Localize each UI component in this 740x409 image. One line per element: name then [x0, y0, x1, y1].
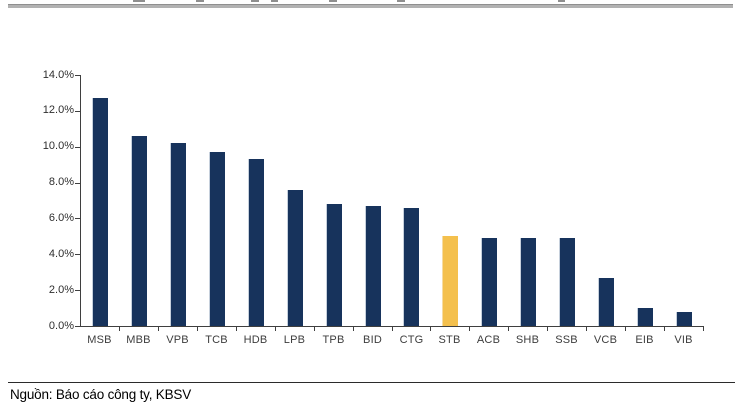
y-axis-tick — [75, 290, 81, 292]
y-axis-line — [80, 75, 81, 326]
x-axis-label-SHB: SHB — [515, 334, 540, 346]
y-axis-tick — [75, 182, 81, 184]
text-fragment — [133, 0, 145, 2]
x-axis-tick — [314, 327, 315, 331]
text-fragment — [329, 0, 337, 2]
x-axis-tick — [547, 327, 548, 331]
x-axis-tick — [664, 327, 665, 331]
footer-divider-rule — [8, 382, 735, 383]
bar-ACB — [481, 238, 497, 326]
top-divider-rule — [8, 4, 733, 8]
x-axis-label-MSB: MSB — [87, 334, 112, 346]
x-axis-tick — [430, 327, 431, 331]
bar-SSB — [559, 238, 575, 326]
bar-VIB — [676, 312, 692, 326]
y-axis-tick — [75, 218, 81, 220]
bar-VCB — [598, 278, 614, 326]
x-axis-tick — [392, 327, 393, 331]
x-axis-label-MBB: MBB — [126, 334, 151, 346]
bar-TCB — [209, 152, 225, 326]
text-fragment — [558, 0, 565, 2]
y-axis-tick-label: 6.0% — [48, 211, 74, 224]
x-axis-label-VIB: VIB — [674, 334, 693, 346]
bar-MSB — [92, 98, 108, 326]
y-axis-tick-label: 14.0% — [42, 68, 74, 81]
x-axis-label-VPB: VPB — [166, 334, 189, 346]
x-axis-tick — [586, 327, 587, 331]
bar-CTG — [403, 208, 419, 326]
x-axis-tick — [119, 327, 120, 331]
y-axis-tick — [75, 326, 81, 327]
y-axis-tick — [75, 75, 81, 76]
y-axis-tick-label: 8.0% — [48, 176, 74, 189]
bar-STB — [442, 236, 458, 326]
x-axis-tick — [469, 327, 470, 331]
x-axis-tick — [353, 327, 354, 331]
x-axis-tick — [703, 327, 704, 331]
x-axis-label-HDB: HDB — [243, 334, 268, 346]
bar-TPB — [326, 204, 342, 326]
bar-EIB — [637, 308, 653, 326]
x-axis-tick — [197, 327, 198, 331]
x-axis-line — [80, 326, 704, 327]
x-axis-label-VCB: VCB — [593, 334, 618, 346]
x-axis-label-TPB: TPB — [322, 334, 345, 346]
y-axis-tick — [75, 146, 81, 148]
y-axis-tick — [75, 254, 81, 256]
y-axis-tick-label: 0.0% — [48, 319, 74, 332]
x-axis-label-ACB: ACB — [476, 334, 501, 346]
x-axis-label-EIB: EIB — [635, 334, 654, 346]
x-axis-label-LPB: LPB — [283, 334, 306, 346]
x-axis-label-STB: STB — [438, 334, 461, 346]
bar-HDB — [248, 159, 264, 326]
y-axis-tick-label: 4.0% — [48, 247, 74, 260]
source-note: Nguồn: Báo cáo công ty, KBSV — [10, 387, 192, 402]
x-axis-tick — [236, 327, 237, 331]
bar-chart: 0.0% 2.0% 4.0% 6.0% 8.0% 10.0% 12.0% 14.0% MSB M… — [42, 68, 704, 346]
y-axis-tick-label: 2.0% — [48, 283, 74, 296]
x-axis-label-SSB: SSB — [555, 334, 578, 346]
x-axis-label-BID: BID — [363, 334, 382, 346]
text-fragment — [251, 0, 259, 2]
x-axis-tick — [158, 327, 159, 331]
y-axis-tick — [75, 110, 81, 112]
bar-BID — [365, 206, 381, 326]
bar-VPB — [170, 143, 186, 326]
x-axis-label-CTG: CTG — [399, 334, 424, 346]
y-axis-tick-label: 12.0% — [42, 104, 74, 117]
x-axis-label-TCB: TCB — [205, 334, 228, 346]
text-fragment — [271, 0, 278, 2]
y-axis-tick-label: 10.0% — [42, 140, 74, 153]
text-fragment — [196, 0, 204, 2]
x-axis-tick — [275, 327, 276, 331]
text-fragment — [397, 0, 405, 2]
bar-SHB — [520, 238, 536, 326]
bar-LPB — [287, 190, 303, 326]
x-axis-tick — [625, 327, 626, 331]
bar-MBB — [131, 136, 147, 326]
x-axis-tick — [508, 327, 509, 331]
